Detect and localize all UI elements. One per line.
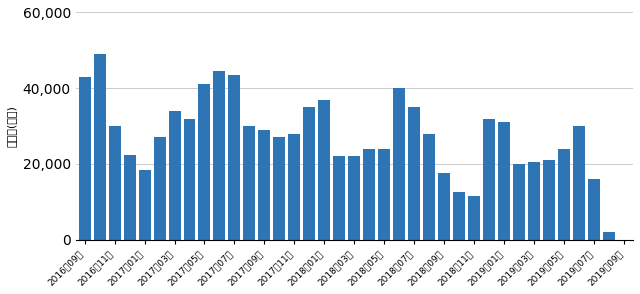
Bar [558, 149, 570, 240]
Bar [423, 134, 435, 240]
Bar [273, 138, 285, 240]
Bar [513, 164, 525, 240]
Bar [348, 156, 360, 240]
Bar [378, 149, 390, 240]
Bar [364, 149, 375, 240]
Bar [528, 162, 540, 240]
Bar [498, 122, 510, 240]
Bar [303, 107, 316, 240]
Bar [168, 111, 180, 240]
Bar [453, 192, 465, 240]
Bar [408, 107, 420, 240]
Bar [573, 126, 585, 240]
Bar [93, 54, 106, 240]
Bar [198, 84, 211, 240]
Bar [138, 170, 150, 240]
Bar [184, 118, 195, 240]
Bar [543, 160, 555, 240]
Bar [318, 100, 330, 240]
Bar [394, 88, 405, 240]
Bar [438, 173, 450, 240]
Y-axis label: 거래량(건수): 거래량(건수) [7, 105, 17, 147]
Bar [124, 155, 136, 240]
Bar [468, 196, 480, 240]
Bar [228, 75, 241, 240]
Bar [79, 77, 91, 240]
Bar [333, 156, 346, 240]
Bar [154, 138, 166, 240]
Bar [243, 126, 255, 240]
Bar [588, 179, 600, 240]
Bar [259, 130, 271, 240]
Bar [214, 71, 225, 240]
Bar [483, 118, 495, 240]
Bar [289, 134, 300, 240]
Bar [603, 232, 615, 240]
Bar [109, 126, 120, 240]
